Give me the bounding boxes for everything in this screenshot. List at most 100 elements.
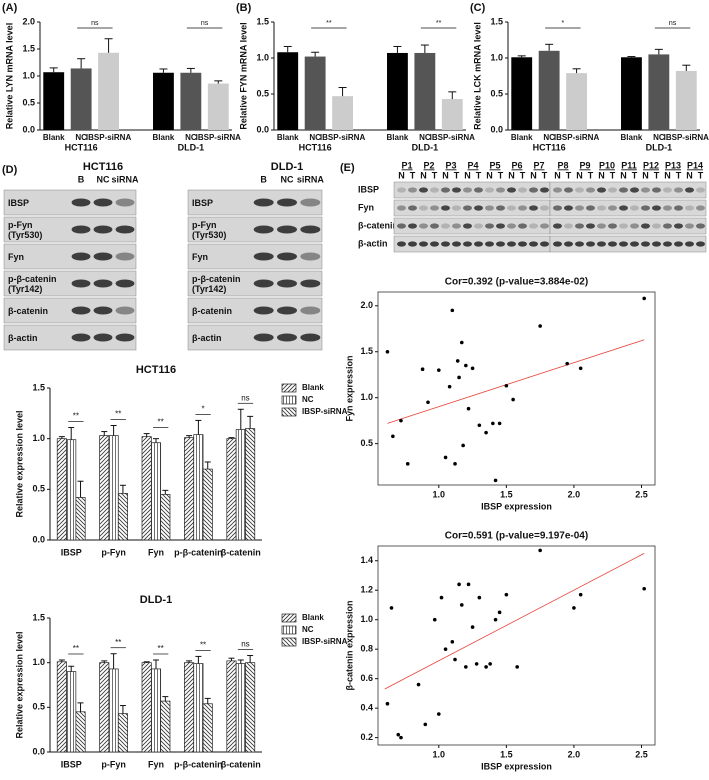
- y-tick-label: 2.0: [360, 300, 373, 310]
- legend-swatch: [281, 637, 297, 647]
- blot-band: [663, 187, 672, 193]
- patient-label: P8: [557, 160, 568, 170]
- lane-label: T: [698, 170, 704, 180]
- blot-band: [685, 187, 694, 193]
- blot-band: [553, 187, 562, 193]
- blot-band: [619, 187, 628, 193]
- lane-label: N: [598, 170, 605, 180]
- bar: [566, 73, 587, 130]
- blot-band: [93, 198, 113, 207]
- bar: [180, 72, 202, 130]
- bar: [202, 703, 213, 753]
- blot-band: [586, 223, 595, 229]
- blot-band: [277, 333, 297, 342]
- significance-label: **: [158, 418, 164, 427]
- x-tick-label: Blank: [43, 133, 65, 142]
- bar: [675, 70, 697, 130]
- group-label: DLD-1: [178, 142, 205, 152]
- blot-row-label: IBSP: [8, 198, 29, 208]
- blot-strip: [549, 217, 707, 235]
- lane-label: N: [642, 170, 649, 180]
- blot-band: [397, 187, 406, 193]
- blot-band: [630, 223, 639, 229]
- legend-swatch: [281, 395, 297, 405]
- bar: [538, 50, 560, 130]
- blot-band: [463, 205, 472, 211]
- bar: [414, 52, 436, 130]
- blot-band: [507, 223, 516, 229]
- y-tick-label: 0.6: [360, 673, 373, 683]
- chart-title: HCT116: [136, 364, 176, 376]
- y-tick-label: 1.0: [360, 392, 373, 402]
- point: [396, 732, 401, 737]
- lane-label: N: [664, 170, 671, 180]
- point: [504, 592, 509, 597]
- blot-column-label: siRNA: [297, 174, 325, 184]
- patient-label: P5: [489, 160, 500, 170]
- point: [488, 662, 492, 666]
- significance-label: ns: [241, 640, 249, 649]
- patient-label: P2: [423, 160, 434, 170]
- blot-row-label: (Tyr142): [192, 284, 226, 294]
- blot-band: [564, 205, 573, 211]
- x-tick-label: IBSP-siRNA: [86, 133, 132, 142]
- blot-column-label: siRNA: [111, 174, 139, 184]
- blot-band: [253, 198, 274, 207]
- point: [385, 349, 390, 354]
- blot-band: [641, 187, 650, 193]
- blot-band: [485, 187, 494, 193]
- point: [493, 617, 498, 622]
- point: [399, 735, 403, 740]
- significance-label: *: [202, 405, 205, 414]
- blot-band: [300, 198, 321, 207]
- blot-band: [463, 187, 472, 193]
- bar: [277, 52, 299, 130]
- point: [447, 384, 452, 389]
- blot-column-label: B: [260, 174, 267, 184]
- blot-band: [300, 306, 321, 315]
- blot-band: [115, 306, 135, 315]
- blot-band: [408, 241, 417, 247]
- blot-band: [496, 205, 505, 211]
- blot-band: [441, 223, 450, 229]
- bar: [193, 434, 204, 541]
- x-tick-label: IBSP: [61, 759, 82, 769]
- blot-row-label: (Tyr530): [8, 230, 42, 240]
- blot-band: [518, 187, 527, 193]
- bar: [245, 428, 256, 541]
- bar: [184, 437, 195, 541]
- blot-band: [608, 205, 617, 211]
- x-tick-label: IBSP: [61, 547, 82, 557]
- blot-band: [597, 187, 606, 193]
- blot-row-label: β-catenin: [8, 306, 48, 316]
- bar: [141, 436, 152, 541]
- y-tick-label: 0.8: [360, 644, 373, 654]
- lane-label: N: [486, 170, 493, 180]
- x-tick-label: 1.5: [500, 489, 513, 499]
- blot-band: [71, 225, 91, 234]
- point: [443, 647, 448, 651]
- legend-label: Blank: [302, 383, 324, 392]
- point: [477, 423, 482, 428]
- lane-label: N: [398, 170, 405, 180]
- blot-band: [553, 223, 562, 229]
- blot-band: [474, 187, 483, 193]
- y-tick-label: 0.5: [360, 438, 373, 448]
- blot-band: [300, 333, 321, 342]
- x-tick-label: 2.0: [568, 749, 581, 759]
- point: [443, 455, 448, 460]
- y-tick-label: 0.4: [360, 703, 373, 713]
- x-tick-label: p-Fyn: [101, 547, 126, 557]
- blot-row-label: β-actin: [8, 333, 38, 343]
- blot-row-label: β-actin: [192, 333, 222, 343]
- blot-band: [397, 223, 406, 229]
- lane-label: N: [554, 170, 561, 180]
- bar: [648, 54, 670, 130]
- point: [484, 430, 488, 435]
- panel-label: (C): [470, 2, 486, 14]
- blot-band: [518, 241, 527, 247]
- blot-band: [452, 223, 461, 229]
- lane-label: N: [576, 170, 583, 180]
- y-axis-label: Relative LYN mRNA level: [4, 23, 14, 129]
